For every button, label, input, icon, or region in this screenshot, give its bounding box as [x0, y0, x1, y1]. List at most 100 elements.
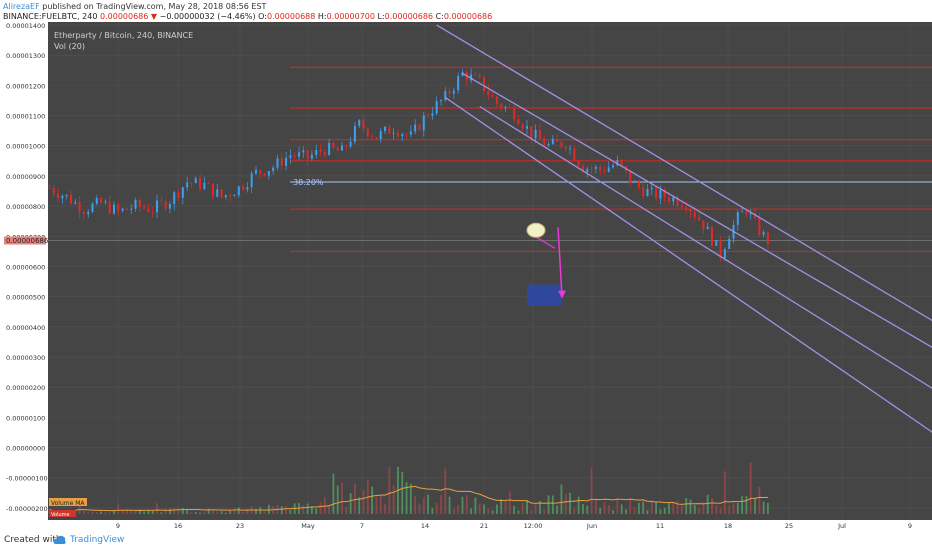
- candle-body: [478, 75, 481, 78]
- candle-body: [289, 155, 292, 158]
- volume-bar: [414, 495, 417, 514]
- volume-bar: [689, 499, 692, 514]
- volume-bar: [521, 502, 524, 514]
- volume-bar: [728, 505, 731, 514]
- volume-ma-line: [49, 485, 768, 512]
- volume-bar: [289, 509, 292, 514]
- volume-bar: [749, 462, 752, 514]
- time-tick-label: May: [301, 522, 315, 530]
- volume-bar: [156, 503, 158, 514]
- volume-bar: [203, 512, 206, 514]
- candle-body: [646, 189, 649, 197]
- volume-bar: [706, 494, 709, 514]
- volume-bar: [108, 512, 111, 514]
- volume-bar: [650, 500, 653, 514]
- candle-body: [375, 137, 378, 139]
- volume-bar: [758, 487, 761, 514]
- candle-body: [143, 206, 146, 209]
- volume-bar: [199, 512, 201, 514]
- candle-body: [173, 192, 176, 204]
- volume-bar: [556, 505, 559, 514]
- volume-bar: [440, 494, 442, 514]
- volume-bar: [371, 486, 374, 514]
- candle-body: [599, 166, 602, 171]
- candle-body: [384, 126, 387, 132]
- time-axis: [0, 520, 932, 531]
- volume-bar: [306, 503, 309, 514]
- candle-body: [427, 115, 430, 117]
- candle-body: [203, 182, 206, 189]
- price-badge-text: 0.00000686: [6, 237, 49, 245]
- open-label: O:: [258, 12, 267, 21]
- volume-bar: [362, 490, 365, 514]
- candle-body: [302, 150, 305, 153]
- volume-bar: [465, 495, 468, 514]
- price-tick-label: -0.00000200: [6, 505, 48, 513]
- trend-channels[interactable]: [436, 24, 932, 531]
- volume-bar: [354, 483, 356, 514]
- candle-body: [594, 166, 597, 169]
- volume-bar: [612, 510, 614, 514]
- volume-bar: [491, 510, 494, 514]
- candle-body: [237, 186, 240, 196]
- candle-body: [323, 151, 326, 155]
- candle-body: [569, 148, 572, 150]
- volume-bar: [642, 501, 645, 514]
- candle-body: [388, 126, 391, 134]
- volume-bar: [126, 509, 128, 514]
- candle-body: [207, 182, 210, 184]
- candle-body: [113, 204, 116, 214]
- low-value: 0.00000686: [384, 12, 434, 21]
- candlesticks: [48, 68, 769, 263]
- volume-bar: [547, 495, 550, 514]
- price-chart[interactable]: 0.00001400 0.00001300 0.00001200 0.00001100…: [0, 22, 932, 531]
- candle-body: [530, 126, 533, 139]
- candle-body: [526, 126, 529, 129]
- time-tick-label: 11: [656, 522, 664, 530]
- candle-body: [242, 186, 245, 190]
- volume-bar: [573, 507, 576, 514]
- candle-body: [693, 211, 696, 218]
- candle-body: [409, 131, 412, 135]
- price-tick-label: 0.00001200: [6, 82, 45, 90]
- tradingview-link[interactable]: TradingView: [70, 535, 125, 545]
- volume-bar: [637, 502, 640, 514]
- volume-bar: [495, 504, 498, 514]
- ohlc-line: BINANCE:FUELBTC, 240 0.00000686 ▼ −0.000…: [3, 12, 492, 21]
- candle-body: [280, 158, 283, 166]
- volume-bar: [95, 512, 98, 514]
- candle-body: [194, 178, 197, 184]
- candle-body: [534, 129, 537, 139]
- candle-body: [246, 187, 249, 190]
- volume-bar: [762, 501, 765, 514]
- candle-body: [91, 203, 94, 212]
- candle-body: [418, 124, 421, 131]
- candle-body: [616, 160, 619, 166]
- volume-bar: [91, 511, 94, 514]
- candle-body: [328, 142, 331, 155]
- candle-body: [254, 169, 257, 174]
- candle-body: [181, 187, 184, 198]
- highlight-ellipse[interactable]: [526, 222, 546, 238]
- volume-bar: [668, 503, 670, 514]
- candle-body: [168, 203, 171, 209]
- candle-body: [504, 107, 507, 109]
- open-value: 0.00000688: [266, 12, 316, 21]
- volume-bar: [422, 497, 425, 514]
- candle-body: [586, 168, 589, 173]
- projection-arrow[interactable]: [557, 227, 563, 297]
- candle-body: [517, 119, 520, 125]
- author-link[interactable]: AlirezaEF: [3, 2, 40, 11]
- volume-bar: [319, 502, 322, 514]
- target-zone[interactable]: [527, 284, 561, 306]
- candle-body: [556, 138, 559, 142]
- low-label: L:: [377, 12, 385, 21]
- candle-body: [216, 189, 219, 197]
- time-tick-label: 16: [174, 522, 182, 530]
- candle-body: [95, 198, 98, 204]
- candle-body: [439, 100, 442, 102]
- channel-line: [444, 96, 932, 433]
- volume-bar: [745, 496, 748, 514]
- candle-body: [87, 211, 90, 215]
- volume-bar: [267, 504, 270, 514]
